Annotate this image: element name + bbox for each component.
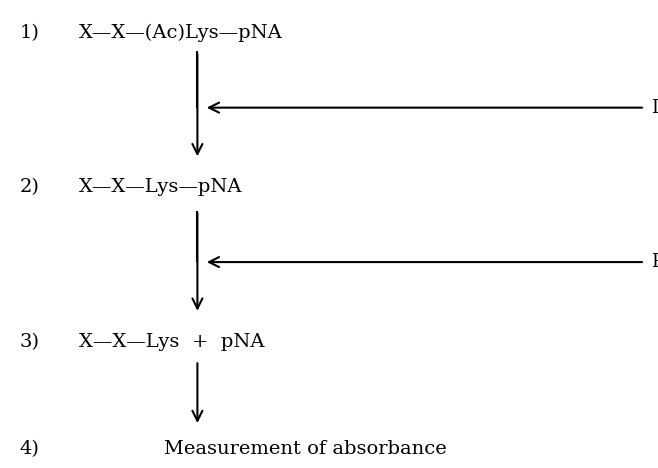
Text: X—X—Lys  +  pNA: X—X—Lys + pNA <box>79 333 265 351</box>
Text: Deacetylase: Deacetylase <box>651 99 658 117</box>
Text: 3): 3) <box>20 333 39 351</box>
Text: Measurement of absorbance: Measurement of absorbance <box>164 440 447 458</box>
Text: Protease: Protease <box>651 253 658 271</box>
Text: 1): 1) <box>20 24 39 42</box>
Text: 4): 4) <box>20 440 39 458</box>
Text: X—X—(Ac)Lys—pNA: X—X—(Ac)Lys—pNA <box>79 24 283 42</box>
Text: X—X—Lys—pNA: X—X—Lys—pNA <box>79 178 242 196</box>
Text: 2): 2) <box>20 178 39 196</box>
